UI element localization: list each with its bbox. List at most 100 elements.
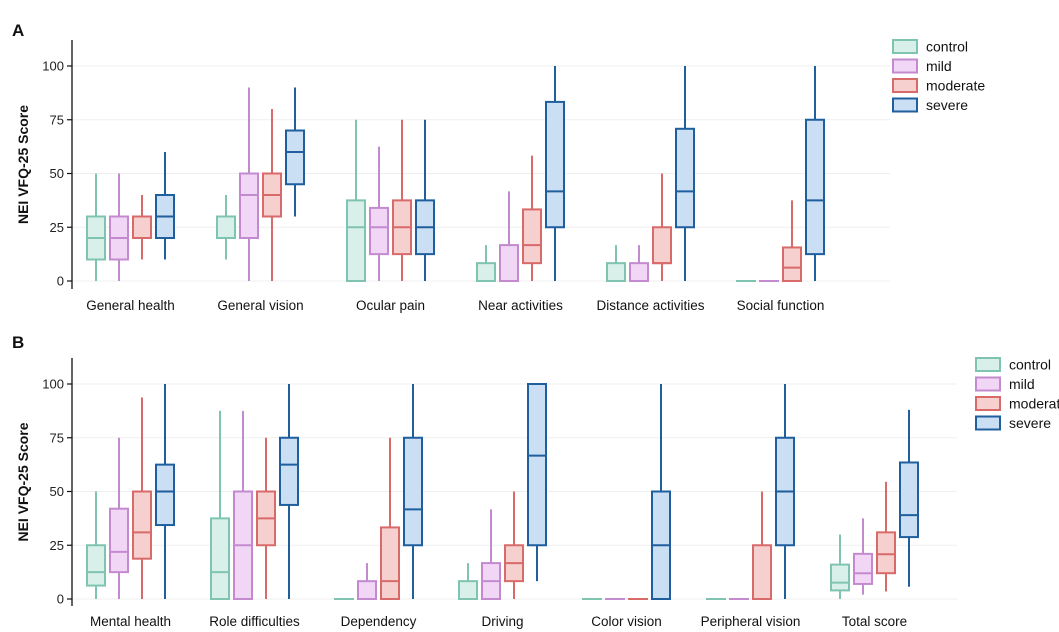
x-category-label: Dependency <box>341 614 417 629</box>
y-tick-label: 100 <box>42 377 64 392</box>
box-iqr <box>155 463 175 527</box>
legend-label-control: control <box>926 39 968 55</box>
box-iqr <box>132 490 152 560</box>
box-mild <box>357 563 377 601</box>
box-moderate <box>522 155 542 281</box>
category-group: Driving <box>458 383 547 629</box>
box-severe <box>899 409 919 587</box>
box-iqr <box>652 226 672 265</box>
box-control <box>216 195 236 260</box>
category-group: Ocular pain <box>346 119 435 313</box>
box-severe <box>527 383 547 582</box>
box-iqr <box>476 262 496 282</box>
legend-swatch-mild <box>892 58 918 74</box>
y-tick-label: 50 <box>50 166 64 181</box>
box-severe <box>675 66 695 281</box>
box-control <box>86 491 106 599</box>
box-control <box>830 534 850 599</box>
category-group: Mental health <box>86 384 175 629</box>
x-category-label: Social function <box>737 298 825 313</box>
box-iqr <box>369 206 389 256</box>
legend-label-mild: mild <box>1009 376 1035 392</box>
category-group: Distance activities <box>596 66 705 313</box>
box-moderate <box>256 437 276 599</box>
category-group: General health <box>86 152 175 313</box>
box-mild <box>109 173 129 281</box>
box-severe <box>545 66 565 281</box>
x-category-label: Mental health <box>90 614 171 629</box>
legend-label-moderate: moderate <box>926 78 985 94</box>
category-group: Dependency <box>334 384 423 629</box>
box-iqr <box>86 544 106 587</box>
box-mild <box>853 518 873 595</box>
legend-swatch-moderate <box>892 78 918 93</box>
y-axis-label: NEI VFQ-25 Score <box>15 422 31 541</box>
y-tick-label: 0 <box>57 592 64 607</box>
y-tick-label: 25 <box>50 220 64 235</box>
box-moderate <box>876 481 896 592</box>
box-iqr <box>216 215 236 239</box>
legend-swatch-mild <box>975 376 1001 392</box>
y-tick-label: 75 <box>50 112 64 127</box>
box-mild <box>499 191 519 282</box>
legend-swatch-moderate <box>975 396 1001 411</box>
legend-swatch-severe <box>975 415 1001 431</box>
box-iqr <box>109 507 129 574</box>
x-category-label: Total score <box>842 614 907 629</box>
x-category-label: General health <box>86 298 175 313</box>
panel-label: A <box>12 21 24 40</box>
box-iqr <box>782 246 802 283</box>
x-category-label: Driving <box>481 614 523 629</box>
box-control <box>346 119 366 282</box>
box-control <box>476 245 496 282</box>
box-mild <box>233 410 253 600</box>
box-iqr <box>403 436 423 547</box>
legend-label-severe: severe <box>926 97 968 113</box>
category-group: Role difficulties <box>209 384 300 629</box>
box-moderate <box>652 173 672 281</box>
box-iqr <box>675 127 695 229</box>
box-mild <box>239 87 259 281</box>
legend-label-mild: mild <box>926 58 952 74</box>
box-iqr <box>239 172 259 239</box>
x-category-label: General vision <box>217 298 303 313</box>
box-iqr <box>380 526 400 601</box>
box-mild <box>109 437 129 599</box>
x-category-label: Ocular pain <box>356 298 425 313</box>
legend-label-control: control <box>1009 357 1051 373</box>
legend: control mild moderate severe <box>975 357 1059 431</box>
x-category-label: Distance activities <box>596 298 704 313</box>
category-group: General vision <box>216 87 305 313</box>
box-iqr <box>876 531 896 575</box>
category-group: Social function <box>736 66 825 313</box>
box-iqr <box>132 215 152 239</box>
box-severe <box>415 119 435 281</box>
legend-swatch-severe <box>892 97 918 113</box>
legend-label-severe: severe <box>1009 415 1051 431</box>
box-iqr <box>629 262 649 282</box>
category-group: Total score <box>830 409 919 629</box>
box-iqr <box>899 461 919 539</box>
box-mild <box>369 146 389 281</box>
y-axis-label: NEI VFQ-25 Score <box>15 105 31 224</box>
box-iqr <box>545 100 565 229</box>
box-severe <box>279 384 299 599</box>
box-moderate <box>752 491 772 600</box>
x-category-label: Peripheral vision <box>701 614 801 629</box>
box-severe <box>651 384 671 600</box>
box-moderate <box>392 119 412 281</box>
box-iqr <box>285 129 305 186</box>
box-iqr <box>522 208 542 265</box>
box-control <box>86 173 106 281</box>
box-moderate <box>132 397 152 599</box>
box-iqr <box>357 580 377 601</box>
box-iqr <box>853 552 873 585</box>
box-iqr <box>279 436 299 506</box>
y-tick-label: 100 <box>42 59 64 74</box>
category-group: Near activities <box>476 66 565 313</box>
legend: control mild moderate severe <box>892 39 985 113</box>
y-tick-label: 0 <box>57 274 64 289</box>
legend-swatch-control <box>975 357 1001 372</box>
y-tick-label: 25 <box>50 538 64 553</box>
box-severe <box>285 87 305 217</box>
